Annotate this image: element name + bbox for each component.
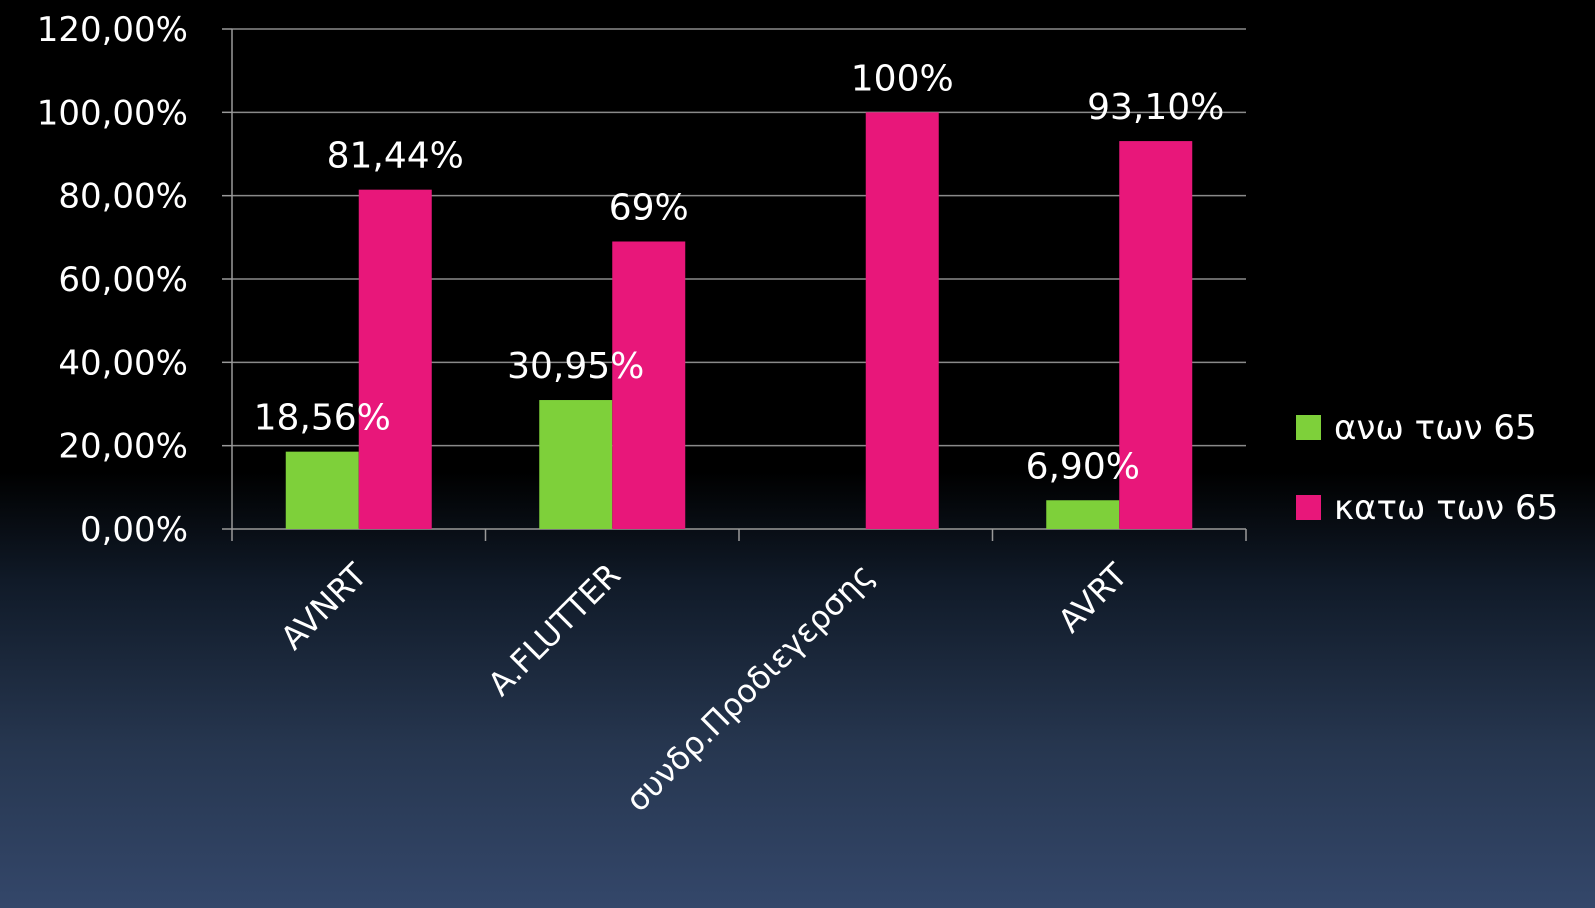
bar-under-65	[865, 112, 939, 529]
legend-label: κατω των 65	[1334, 488, 1558, 528]
x-axis	[231, 528, 1247, 541]
bar-under-65	[1119, 141, 1193, 530]
bar-under-65	[612, 241, 686, 529]
data-label: 6,90%	[1026, 446, 1140, 487]
y-tick-label: 100,00%	[37, 93, 188, 133]
legend: ανω των 65 κατω των 65	[1296, 408, 1558, 528]
y-tick-label: 40,00%	[58, 343, 188, 383]
bars	[285, 112, 1193, 530]
y-axis: 0,00% 20,00% 40,00% 60,00% 80,00% 100,00% 120,…	[37, 10, 233, 550]
y-tick-label: 60,00%	[58, 260, 188, 300]
legend-swatch	[1296, 495, 1321, 520]
y-tick-label: 20,00%	[58, 427, 188, 467]
legend-label: ανω των 65	[1334, 408, 1537, 448]
y-tick-label: 120,00%	[37, 10, 188, 50]
bar-under-65	[358, 189, 432, 529]
category-label: AVNRT	[273, 555, 375, 657]
data-label: 81,44%	[327, 136, 464, 177]
category-label: A.FLUTTER	[480, 556, 627, 703]
data-label: 18,56%	[254, 398, 391, 439]
data-labels: 18,56% 81,44% 30,95% 69% 100% 6,90% 93,10%	[254, 58, 1225, 487]
bar-over-65	[539, 400, 613, 529]
data-label: 100%	[851, 58, 954, 99]
bar-over-65	[285, 451, 359, 529]
category-label: AVRT	[1051, 555, 1136, 640]
data-label: 93,10%	[1087, 87, 1224, 128]
y-tick-label: 80,00%	[58, 177, 188, 217]
data-label: 30,95%	[507, 346, 644, 387]
bar-over-65	[1046, 500, 1120, 529]
legend-swatch	[1296, 415, 1321, 440]
y-tick-label: 0,00%	[80, 510, 188, 550]
category-label: συνδρ.Προδιεγερσης	[618, 556, 881, 819]
data-label: 69%	[609, 188, 689, 229]
